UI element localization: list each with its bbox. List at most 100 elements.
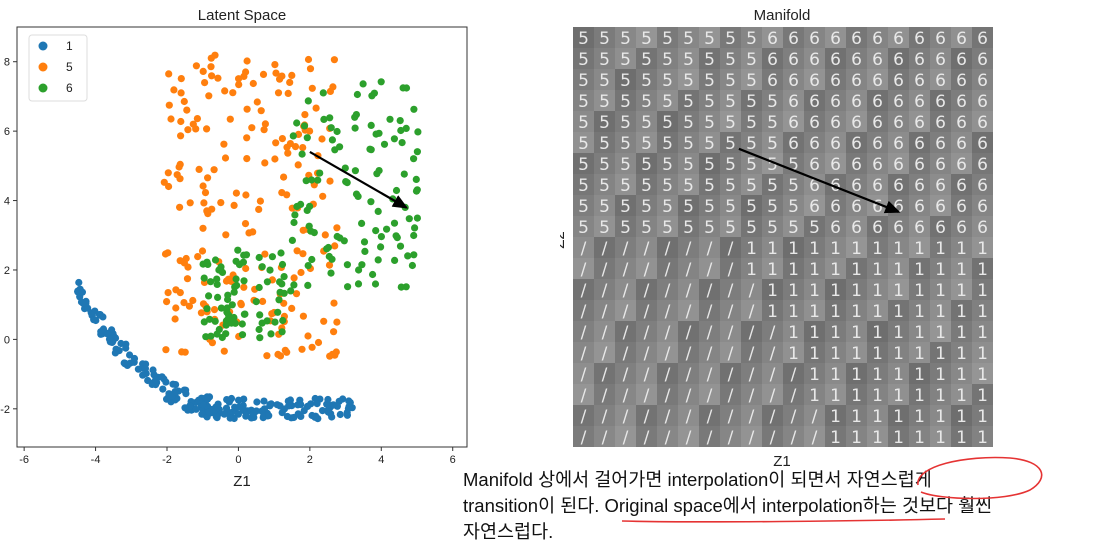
manifold-cell (720, 237, 741, 258)
point-series-1 (278, 409, 286, 417)
manifold-cell (783, 216, 804, 237)
point-series-6 (374, 207, 382, 215)
manifold-digit: 5 (746, 113, 757, 133)
point-series-1 (105, 335, 114, 343)
manifold-cell (741, 132, 762, 153)
point-series-6 (371, 280, 380, 288)
manifold-digit: / (644, 239, 650, 259)
manifold-cell (762, 174, 783, 195)
point-series-6 (397, 126, 405, 135)
point-series-6 (277, 249, 285, 257)
caption: Manifold 상에서 걸어가면 interpolation이 되면서 자연스… (463, 467, 1093, 545)
latent-title: Latent Space (198, 7, 286, 24)
point-series-5 (180, 299, 188, 307)
point-series-6 (258, 263, 266, 271)
manifold-digit: / (686, 260, 692, 280)
manifold-cell (762, 132, 783, 153)
manifold-digit: 1 (893, 302, 904, 322)
point-series-5 (312, 104, 320, 112)
manifold-digit: 1 (914, 386, 925, 406)
point-series-5 (259, 297, 267, 305)
manifold-cell (888, 69, 909, 90)
manifold-digit: 1 (767, 260, 778, 280)
manifold-cell (951, 342, 972, 363)
manifold-cell (783, 237, 804, 258)
manifold-cell (762, 258, 783, 279)
point-series-6 (213, 280, 221, 288)
manifold-digit: 5 (662, 218, 673, 238)
manifold-digit: / (770, 386, 776, 406)
manifold-cell (909, 90, 930, 111)
manifold-cell (909, 195, 930, 216)
manifold-digit: 1 (851, 323, 862, 343)
x-tick-label: 4 (378, 454, 384, 466)
point-series-5 (229, 89, 237, 97)
manifold-digit: 1 (914, 302, 925, 322)
manifold-cell (825, 321, 846, 342)
manifold-digit: 1 (893, 344, 904, 364)
point-series-5 (201, 79, 209, 87)
manifold-cell (804, 48, 825, 69)
point-series-6 (238, 331, 247, 339)
manifold-cell (951, 132, 972, 153)
manifold-cell (783, 258, 804, 279)
manifold-cell (657, 153, 678, 174)
manifold-digit: / (707, 239, 713, 259)
manifold-digit: 6 (830, 29, 841, 49)
point-series-6 (290, 281, 298, 289)
point-series-6 (256, 311, 264, 319)
manifold-cell (636, 300, 657, 321)
manifold-digit: 1 (851, 260, 862, 280)
point-series-6 (297, 200, 305, 208)
point-series-5 (272, 69, 280, 77)
manifold-digit: 5 (746, 71, 757, 91)
manifold-cell (951, 216, 972, 237)
point-series-5 (164, 169, 172, 177)
manifold-digit: 6 (956, 50, 967, 70)
point-series-5 (241, 220, 250, 228)
manifold-digit: 5 (641, 134, 652, 154)
manifold-cell (636, 153, 657, 174)
manifold-digit: 1 (872, 386, 883, 406)
manifold-digit: 6 (977, 197, 988, 217)
point-series-5 (249, 79, 257, 88)
manifold-digit: 6 (851, 155, 862, 175)
legend-label-6: 6 (66, 81, 73, 95)
point-series-6 (405, 215, 413, 223)
manifold-digit: 6 (893, 113, 904, 133)
manifold-cell (804, 27, 825, 48)
manifold-cell (783, 363, 804, 384)
x-tick-label: 6 (450, 454, 456, 466)
point-series-5 (185, 302, 193, 310)
manifold-cell (888, 384, 909, 405)
point-series-6 (304, 281, 312, 289)
manifold-cell (846, 321, 867, 342)
manifold-cell (930, 426, 951, 447)
manifold-digit: 1 (914, 239, 925, 259)
point-series-1 (171, 388, 179, 396)
manifold-digit: 6 (935, 197, 946, 217)
point-series-5 (299, 250, 307, 258)
manifold-digit: 1 (935, 386, 946, 406)
point-series-6 (374, 256, 382, 264)
manifold-cell (783, 342, 804, 363)
point-series-6 (367, 198, 375, 206)
point-series-6 (367, 121, 375, 129)
legend-label-5: 5 (66, 60, 73, 74)
manifold-cell (972, 342, 993, 363)
manifold-cell (615, 111, 636, 132)
latent-space-scatter: Latent Space -6 -4 -2 0 2 4 6 -2 0 2 4 6 8 1 5 6 Z1 (0, 7, 468, 490)
manifold-digit: 1 (893, 239, 904, 259)
manifold-cell (762, 90, 783, 111)
manifold-cell (594, 216, 615, 237)
point-series-5 (240, 72, 248, 80)
manifold-cell (741, 216, 762, 237)
manifold-digit: 5 (662, 197, 673, 217)
manifold-cell (573, 384, 594, 405)
manifold-digit: / (665, 281, 671, 301)
manifold-digit: / (728, 365, 734, 385)
point-series-5 (192, 62, 200, 70)
manifold-digit: 1 (935, 407, 946, 427)
manifold-cell (573, 90, 594, 111)
manifold-digit: / (623, 344, 629, 364)
